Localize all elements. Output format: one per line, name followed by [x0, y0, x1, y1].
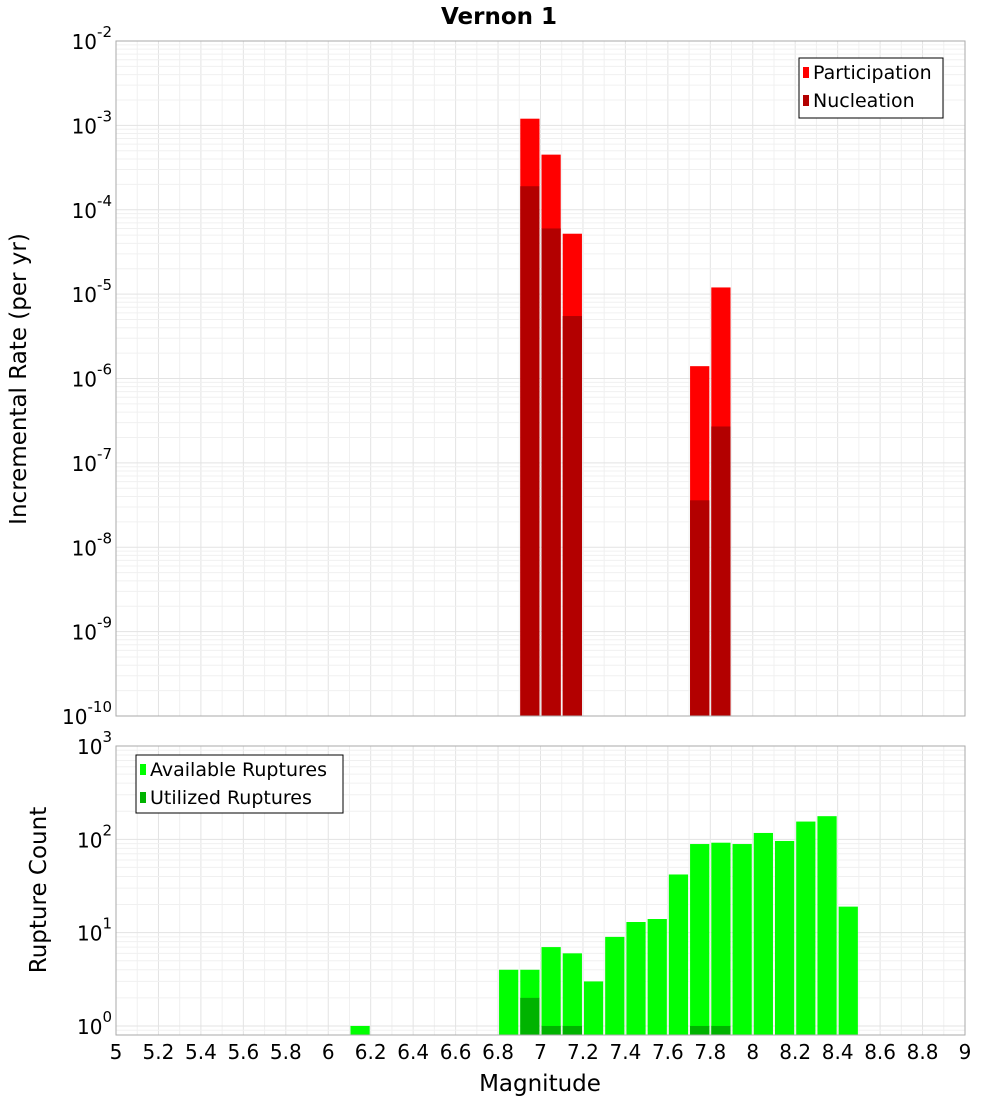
- bar-available-ruptures: [838, 906, 858, 1035]
- x-tick-label: 7: [534, 1040, 547, 1064]
- y-tick-label: 10-4: [72, 192, 112, 223]
- bar-nucleation: [541, 228, 561, 716]
- legend-frame: [135, 754, 344, 814]
- x-tick-label: 5.8: [270, 1040, 302, 1064]
- magnitude-x-ticks: 5 5.2 5.4 5.6 5.8 6 6.2 6.4 6.6 6.8 7 7.2 7.4 7.6 7.8 8…: [110, 1040, 972, 1064]
- legend-label-available-ruptures: Available Ruptures: [150, 759, 327, 781]
- y-tick-label: 10-6: [72, 361, 112, 392]
- x-tick-label: 5: [110, 1040, 123, 1064]
- x-tick-label: 8: [746, 1040, 759, 1064]
- x-tick-label: 8.2: [779, 1040, 811, 1064]
- legend-swatch-available: [140, 764, 146, 775]
- x-tick-label: 7.4: [609, 1040, 641, 1064]
- bar-available-ruptures: [499, 969, 519, 1035]
- bar-utilized-ruptures: [520, 997, 540, 1035]
- x-tick-label: 8.6: [864, 1040, 896, 1064]
- y-tick-label: 102: [77, 821, 112, 852]
- legend-label-utilized-ruptures: Utilized Ruptures: [150, 787, 312, 809]
- legend-swatch-nucleation: [803, 95, 809, 106]
- x-tick-label: 6.2: [355, 1040, 387, 1064]
- bar-available-ruptures: [796, 821, 816, 1035]
- x-tick-label: 5.2: [143, 1040, 175, 1064]
- bar-available-ruptures: [626, 922, 646, 1035]
- x-tick-label: 8.8: [907, 1040, 939, 1064]
- y-tick-label: 10-3: [72, 107, 112, 138]
- y-tick-label: 101: [77, 915, 112, 946]
- y-tick-label: 10-5: [72, 276, 112, 307]
- x-tick-label: 5.4: [185, 1040, 217, 1064]
- bar-available-ruptures: [753, 832, 773, 1035]
- chart-title: Vernon 1: [441, 4, 557, 30]
- bar-utilized-ruptures: [541, 1025, 561, 1035]
- bar-available-ruptures: [774, 840, 795, 1035]
- rupture-count-y-axis-title: Rupture Count: [26, 807, 52, 973]
- bar-utilized-ruptures: [562, 1025, 582, 1035]
- bar-nucleation: [690, 500, 710, 716]
- x-tick-label: 6.4: [397, 1040, 429, 1064]
- bar-nucleation: [711, 426, 731, 716]
- y-tick-label: 100: [77, 1008, 112, 1039]
- magnitude-x-axis-title: Magnitude: [479, 1071, 601, 1097]
- bar-available-ruptures: [817, 816, 837, 1035]
- bar-utilized-ruptures: [690, 1025, 710, 1035]
- rupture-count-bars: [350, 816, 858, 1035]
- bar-available-ruptures: [583, 981, 604, 1035]
- legend-label-nucleation: Nucleation: [813, 90, 915, 112]
- incremental-rate-legend: Participation Nucleation: [798, 57, 944, 119]
- y-tick-label: 10-8: [72, 529, 112, 560]
- x-tick-label: 7.2: [567, 1040, 599, 1064]
- x-tick-label: 5.6: [227, 1040, 259, 1064]
- y-tick-label: 10-9: [72, 614, 112, 645]
- y-tick-label: 10-10: [62, 698, 112, 729]
- bar-available-ruptures: [711, 842, 731, 1035]
- bar-utilized-ruptures: [711, 1025, 731, 1035]
- bar-nucleation: [520, 186, 540, 716]
- rupture-count-y-ticks: 103 102 101 100: [77, 728, 112, 1039]
- bar-available-ruptures: [732, 844, 752, 1035]
- x-tick-label: 6.8: [482, 1040, 514, 1064]
- x-tick-label: 6: [322, 1040, 335, 1064]
- bar-nucleation: [562, 316, 582, 716]
- incremental-rate-grid: [115, 40, 966, 717]
- x-tick-label: 7.6: [652, 1040, 684, 1064]
- x-tick-label: 9: [959, 1040, 972, 1064]
- incremental-rate-plot: 10-2 10-3 10-4 10-5 10-6 10-7 10-8 10-9 10-10 In…: [6, 23, 966, 729]
- bar-available-ruptures: [541, 947, 561, 1035]
- incremental-rate-bars: [520, 118, 731, 716]
- rupture-count-legend: Available Ruptures Utilized Ruptures: [135, 754, 344, 814]
- bar-available-ruptures: [647, 919, 667, 1035]
- legend-swatch-utilized: [140, 792, 146, 803]
- legend-swatch-participation: [803, 67, 809, 78]
- bar-available-ruptures: [562, 953, 582, 1035]
- x-tick-label: 8.4: [822, 1040, 854, 1064]
- y-tick-label: 103: [77, 728, 112, 759]
- y-tick-label: 10-7: [72, 445, 112, 476]
- legend-frame: [798, 57, 944, 119]
- x-tick-label: 6.6: [440, 1040, 472, 1064]
- legend-label-participation: Participation: [813, 62, 932, 84]
- bar-available-ruptures: [350, 1025, 370, 1035]
- bar-available-ruptures: [668, 874, 689, 1035]
- bar-available-ruptures: [605, 936, 625, 1035]
- incremental-rate-y-ticks: 10-2 10-3 10-4 10-5 10-6 10-7 10-8 10-9 10-10: [62, 23, 112, 729]
- rupture-count-plot: 103 102 101 100 Rupture Count Available Rup…: [26, 728, 966, 1039]
- bar-available-ruptures: [690, 844, 710, 1035]
- x-tick-label: 7.8: [694, 1040, 726, 1064]
- y-tick-label: 10-2: [72, 23, 112, 54]
- incremental-rate-y-axis-title: Incremental Rate (per yr): [6, 233, 32, 525]
